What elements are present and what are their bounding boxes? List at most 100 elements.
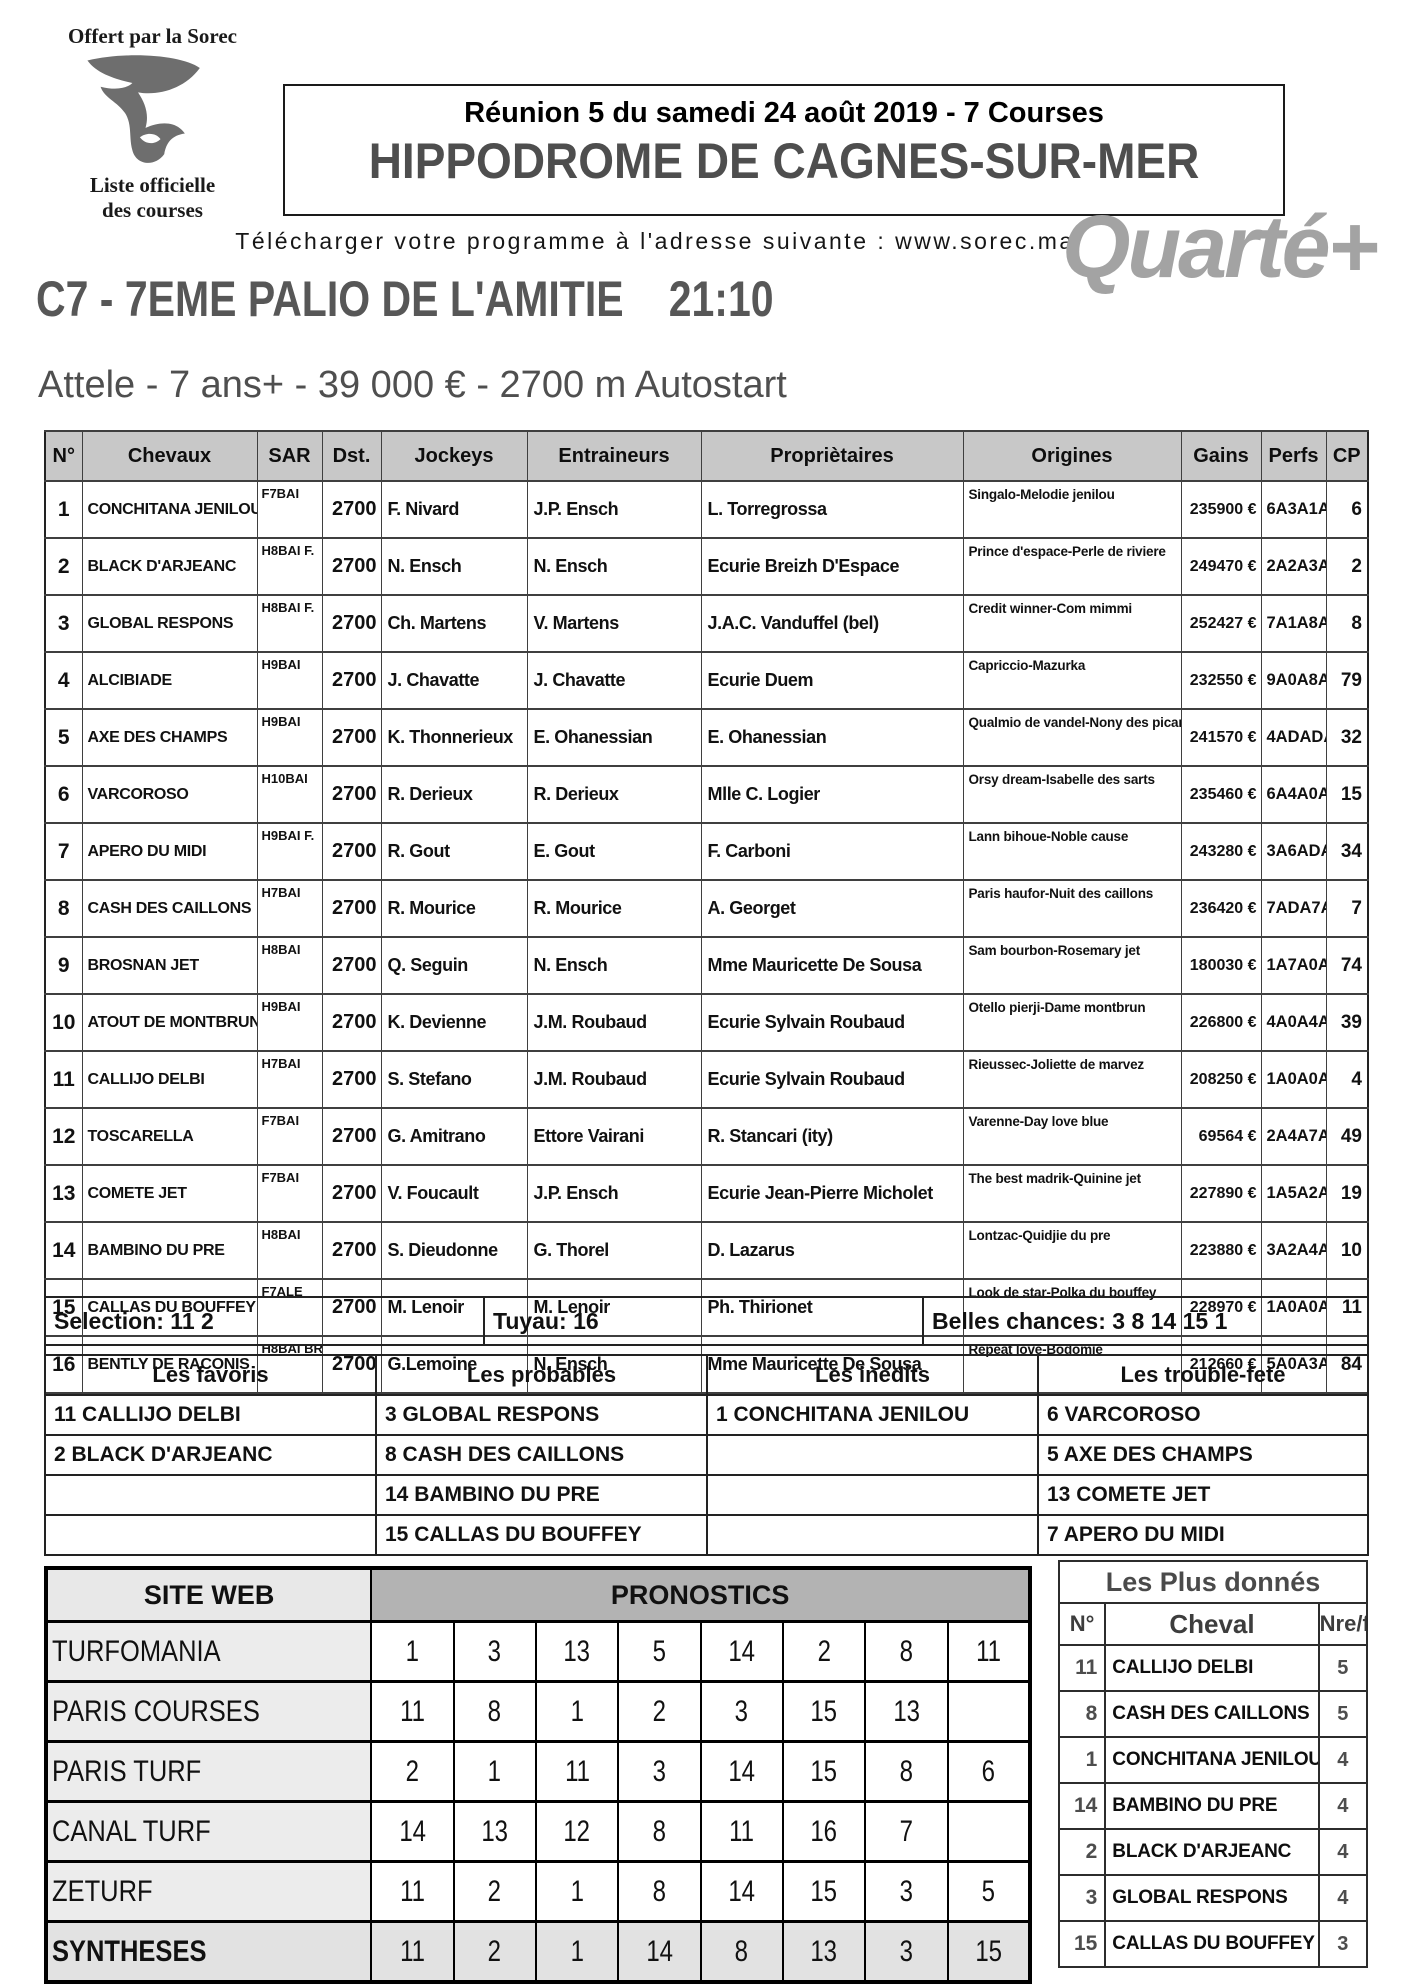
runner-jockey: K. Thonnerieux — [380, 708, 528, 767]
runner-perfs: 6A3A1A — [1260, 480, 1327, 539]
col-header-distance: Dst. — [321, 430, 382, 482]
pronostic-row: SYNTHESES 11 2 1 14 8 13 3 15 — [44, 1920, 1032, 1984]
runner-horse-name: ATOUT DE MONTBRUN — [81, 993, 258, 1052]
tuyau-cell: Tuyau: 16 — [483, 1296, 924, 1346]
runner-jockey: J. Chavatte — [380, 651, 528, 710]
col-header-horses: Chevaux — [81, 430, 258, 482]
pick-3: 13 — [534, 1620, 620, 1683]
selection-cell: Selection: 11 2 — [44, 1296, 485, 1346]
pick-5: 14 — [699, 1620, 784, 1683]
favoris-pick — [44, 1514, 377, 1556]
runner-origins: Lontzac-Quidjie du pre — [962, 1221, 1182, 1280]
runner-owner: R. Stancari (ity) — [700, 1107, 964, 1166]
runner-distance: 2700 — [321, 594, 382, 653]
pick-7: 13 — [864, 1680, 949, 1743]
runner-cp: 4 — [1325, 1050, 1369, 1109]
pick-7: 3 — [864, 1860, 949, 1923]
runner-trainer: G. Thorel — [526, 1221, 702, 1280]
times-given: 4 — [1317, 1736, 1369, 1784]
horse-name: CONCHITANA JENILOU — [1104, 1736, 1320, 1784]
pick-6: 13 — [781, 1920, 867, 1984]
favoris-pick: 11 CALLIJO DELBI — [44, 1394, 377, 1436]
runner-row: 4 ALCIBIADE H9BAI 2700 J. Chavatte J. Ch… — [44, 651, 1369, 710]
runner-sar: H10BAI — [256, 765, 323, 824]
runner-jockey: N. Ensch — [380, 537, 528, 596]
runner-perfs: 2A4A7A — [1260, 1107, 1327, 1166]
picks-row: 14 BAMBINO DU PRE 13 COMETE JET — [44, 1474, 1369, 1516]
col-header-favoris: Les favoris — [44, 1354, 377, 1396]
runner-sar: F7BAI — [256, 480, 323, 539]
runner-cp: 19 — [1325, 1164, 1369, 1223]
runner-gains: 69564 € — [1180, 1107, 1262, 1166]
download-line: Télécharger votre programme à l'adresse … — [235, 228, 1075, 254]
horse-name: CASH DES CAILLONS — [1104, 1690, 1320, 1738]
logo-caption-line2: des courses — [102, 197, 203, 222]
runner-owner: Ecurie Jean-Pierre Micholet — [700, 1164, 964, 1223]
pick-1: 11 — [370, 1860, 455, 1923]
runner-owner: Mlle C. Logier — [700, 765, 964, 824]
runner-cp: 39 — [1325, 993, 1369, 1052]
runner-number: 4 — [44, 651, 83, 710]
runner-owner: Ecurie Breizh D'Espace — [700, 537, 964, 596]
runner-row: 3 GLOBAL RESPONS H8BAI F. 2700 Ch. Marte… — [44, 594, 1369, 653]
runner-jockey: Ch. Martens — [380, 594, 528, 653]
pick-4: 2 — [617, 1680, 702, 1743]
pick-4: 5 — [617, 1620, 702, 1683]
pronostic-row: CANAL TURF 14 13 12 8 11 16 7 — [44, 1800, 1032, 1863]
runner-gains: 236420 € — [1180, 879, 1262, 938]
pick-7: 8 — [864, 1740, 949, 1803]
pick-1: 2 — [370, 1740, 455, 1803]
runner-trainer: J. Chavatte — [526, 651, 702, 710]
runner-owner: D. Lazarus — [700, 1221, 964, 1280]
horse-number: 3 — [1057, 1874, 1107, 1922]
col-header-owners: Propriètaires — [700, 430, 964, 482]
col-header-cheval: Cheval — [1104, 1602, 1320, 1646]
runner-gains: 227890 € — [1180, 1164, 1262, 1223]
runner-distance: 2700 — [321, 936, 382, 995]
pick-1: 11 — [370, 1920, 455, 1984]
trouble-fete-pick: 6 VARCOROSO — [1037, 1394, 1369, 1436]
pick-6: 2 — [781, 1620, 867, 1683]
hippodrome-title: HIPPODROME DE CAGNES-SUR-MER — [368, 133, 1200, 189]
col-header-gains: Gains — [1180, 430, 1262, 482]
probables-pick: 8 CASH DES CAILLONS — [375, 1434, 708, 1476]
plus-donnes-row: 1 CONCHITANA JENILOU 4 — [1057, 1736, 1369, 1784]
pronostic-row: PARIS COURSES 11 8 1 2 3 15 13 — [44, 1680, 1032, 1743]
pick-2: 13 — [452, 1800, 537, 1863]
runner-origins: Varenne-Day love blue — [962, 1107, 1182, 1166]
times-given: 5 — [1317, 1644, 1369, 1692]
runner-sar: H9BAI — [256, 651, 323, 710]
runner-origins: The best madrik-Quinine jet — [962, 1164, 1182, 1223]
runner-jockey: F. Nivard — [380, 480, 528, 539]
runner-gains: 223880 € — [1180, 1221, 1262, 1280]
pick-4: 8 — [617, 1860, 702, 1923]
runner-number: 1 — [44, 480, 83, 539]
runner-jockey: Q. Seguin — [380, 936, 528, 995]
probables-pick: 15 CALLAS DU BOUFFEY — [375, 1514, 708, 1556]
horse-number: 15 — [1057, 1920, 1107, 1968]
times-given: 4 — [1317, 1782, 1369, 1830]
pick-4: 14 — [617, 1920, 702, 1984]
runner-sar: H9BAI F. — [256, 822, 323, 881]
trouble-fete-pick: 13 COMETE JET — [1037, 1474, 1369, 1516]
runner-distance: 2700 — [321, 1164, 382, 1223]
inedits-pick — [706, 1514, 1039, 1556]
runner-cp: 10 — [1325, 1221, 1369, 1280]
pick-7: 7 — [864, 1800, 949, 1863]
times-given: 5 — [1317, 1690, 1369, 1738]
col-header-trouble-fete: Les trouble-fete — [1037, 1354, 1369, 1396]
runner-trainer: R. Derieux — [526, 765, 702, 824]
col-header-sar: SAR — [256, 430, 323, 482]
sorec-bird-icon — [86, 55, 200, 163]
col-header-nref: Nre/f — [1317, 1602, 1369, 1646]
runner-distance: 2700 — [321, 879, 382, 938]
col-header-trainers: Entraineurs — [526, 430, 702, 482]
runner-jockey: R. Mourice — [380, 879, 528, 938]
horse-name: GLOBAL RESPONS — [1104, 1874, 1320, 1922]
runner-number: 3 — [44, 594, 83, 653]
runner-origins: Capriccio-Mazurka — [962, 651, 1182, 710]
runner-perfs: 9A0A8A — [1260, 651, 1327, 710]
runner-number: 10 — [44, 993, 83, 1052]
horse-number: 8 — [1057, 1690, 1107, 1738]
